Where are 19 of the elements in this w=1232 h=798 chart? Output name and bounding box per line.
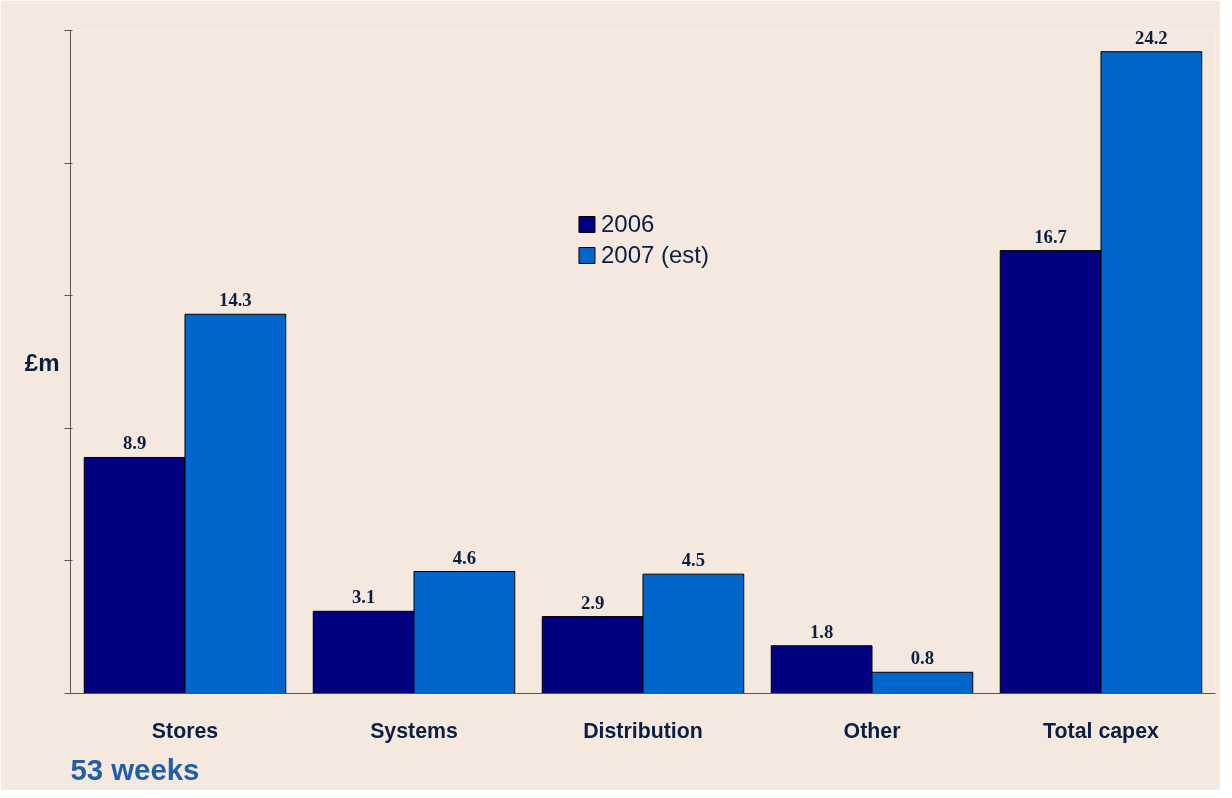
data-label: 24.2 (1135, 26, 1168, 48)
x-tick-label: Stores (151, 718, 219, 743)
legend-label: 2007 (est) (600, 241, 710, 269)
data-label: 0.8 (910, 647, 935, 669)
data-label: 1.8 (809, 620, 834, 642)
x-tick-label: Total capex (1043, 718, 1160, 743)
y-axis-title: £m (24, 348, 60, 376)
data-label: 4.6 (452, 546, 477, 568)
x-tick-label: Systems (370, 718, 458, 743)
x-tick-label: Distribution (583, 718, 703, 743)
data-label: 8.9 (122, 432, 147, 454)
legend-label: 2006 (600, 210, 655, 238)
data-label: 4.5 (681, 549, 706, 571)
data-label: 16.7 (1034, 225, 1067, 247)
text: 53 weeks (70, 752, 200, 786)
data-label: 14.3 (219, 289, 252, 311)
data-label: 3.1 (351, 586, 376, 608)
data-label: 2.9 (580, 591, 605, 613)
x-tick-label: Other (843, 718, 901, 743)
